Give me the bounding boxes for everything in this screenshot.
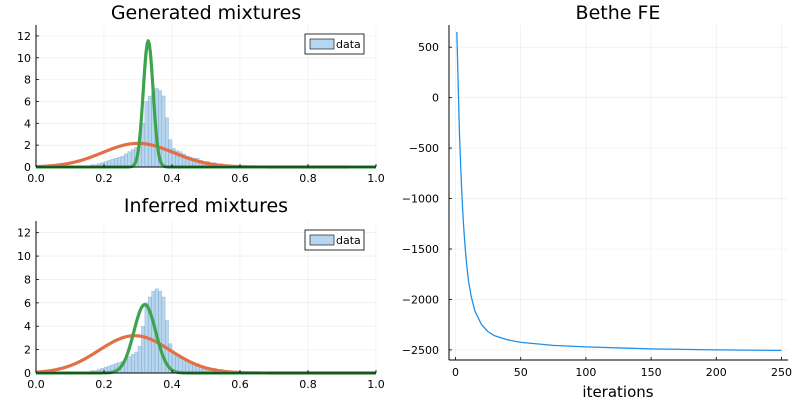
inferred-y-tick-label: 4 xyxy=(24,320,31,333)
inferred-mixtures-title: Inferred mixtures xyxy=(124,195,288,217)
bethe-fe-title: Bethe FE xyxy=(576,2,661,24)
bethe-fe-x-tick-label: 100 xyxy=(575,366,596,379)
bethe-fe-y-tick-label: 500 xyxy=(418,41,439,54)
bethe-fe-xlabel: iterations xyxy=(582,383,653,400)
generated-x-tick-label: 0.4 xyxy=(163,172,181,185)
inferred-histogram-bar xyxy=(185,361,190,374)
bethe-fe-y-tick-label: 0 xyxy=(432,92,439,105)
inferred-histogram-bar xyxy=(158,290,163,374)
generated-x-tick-label: 1.0 xyxy=(367,172,385,185)
inferred-x-tick-label: 0.6 xyxy=(231,378,249,391)
inferred-x-tick-label: 1.0 xyxy=(367,378,385,391)
generated-y-tick-label: 2 xyxy=(24,139,31,152)
bethe-fe-x-tick-label: 250 xyxy=(771,366,792,379)
generated-legend-label: data xyxy=(336,38,361,51)
generated-mixtures-title: Generated mixtures xyxy=(111,2,301,24)
generated-y-tick-label: 4 xyxy=(24,117,31,130)
bethe-fe-y-tick-label: −1500 xyxy=(402,243,439,256)
generated-x-tick-label: 0.6 xyxy=(231,172,249,185)
bethe-fe-x-tick-label: 150 xyxy=(641,366,662,379)
inferred-histogram-bar xyxy=(141,325,146,374)
inferred-y-tick-label: 0 xyxy=(24,367,31,380)
inferred-y-tick-label: 6 xyxy=(24,297,31,310)
bethe-fe-x-tick-label: 200 xyxy=(706,366,727,379)
generated-x-tick-label: 0.2 xyxy=(95,172,113,185)
inferred-histogram-bar xyxy=(137,345,142,374)
inferred-y-tick-label: 2 xyxy=(24,344,31,357)
generated-histogram-bar xyxy=(120,155,125,168)
generated-y-tick-label: 10 xyxy=(17,52,31,65)
generated-y-tick-label: 12 xyxy=(17,30,31,43)
generated-histogram-bar xyxy=(144,101,149,168)
inferred-y-tick-label: 12 xyxy=(17,227,31,240)
generated-histogram-bar xyxy=(161,95,166,168)
bethe-fe-panel: Bethe FE iterations 0 50 100 150 200 2505000−… xyxy=(402,2,792,400)
generated-histogram-bar xyxy=(147,95,152,168)
generated-histogram-bar xyxy=(124,153,129,168)
bethe-fe-y-tick-label: −500 xyxy=(409,142,439,155)
inferred-mixtures-panel: Inferred mixtures 0.0 0.2 0.4 0.6 0.8 1.0 0 2 4 6… xyxy=(17,195,385,391)
inferred-y-tick-label: 8 xyxy=(24,273,31,286)
generated-y-tick-label: 0 xyxy=(24,161,31,174)
inferred-histogram-bar xyxy=(134,351,139,374)
generated-mixtures-panel: Generated mixtures 0.0 0.2 0.4 0.6 0.8 1.0 0 2 4… xyxy=(17,2,385,185)
bethe-fe-x-tick-label: 50 xyxy=(514,366,528,379)
inferred-histogram-bar xyxy=(130,354,135,374)
bethe-fe-y-tick-label: −2000 xyxy=(402,293,439,306)
bethe-fe-line-series xyxy=(456,32,782,352)
generated-histogram-bar xyxy=(127,151,132,168)
generated-x-tick-label: 0.8 xyxy=(299,172,317,185)
inferred-y-tick-label: 10 xyxy=(17,250,31,263)
generated-x-tick-label: 0.0 xyxy=(27,172,45,185)
inferred-x-tick-label: 0.8 xyxy=(299,378,317,391)
bethe-fe-y-tick-label: −2500 xyxy=(402,344,439,357)
bethe-fe-y-tick-label: −1000 xyxy=(402,193,439,206)
inferred-x-tick-label: 0.2 xyxy=(95,378,113,391)
generated-legend-swatch xyxy=(309,38,335,50)
inferred-legend-label: data xyxy=(336,234,361,247)
inferred-legend-swatch xyxy=(309,234,335,246)
generated-y-tick-label: 8 xyxy=(24,74,31,87)
inferred-x-tick-label: 0.4 xyxy=(163,378,181,391)
generated-histogram-bar xyxy=(164,117,169,168)
inferred-x-tick-label: 0.0 xyxy=(27,378,45,391)
generated-y-tick-label: 6 xyxy=(24,95,31,108)
bethe-fe-x-tick-label: 0 xyxy=(452,366,459,379)
inferred-histogram-bar xyxy=(127,356,132,374)
